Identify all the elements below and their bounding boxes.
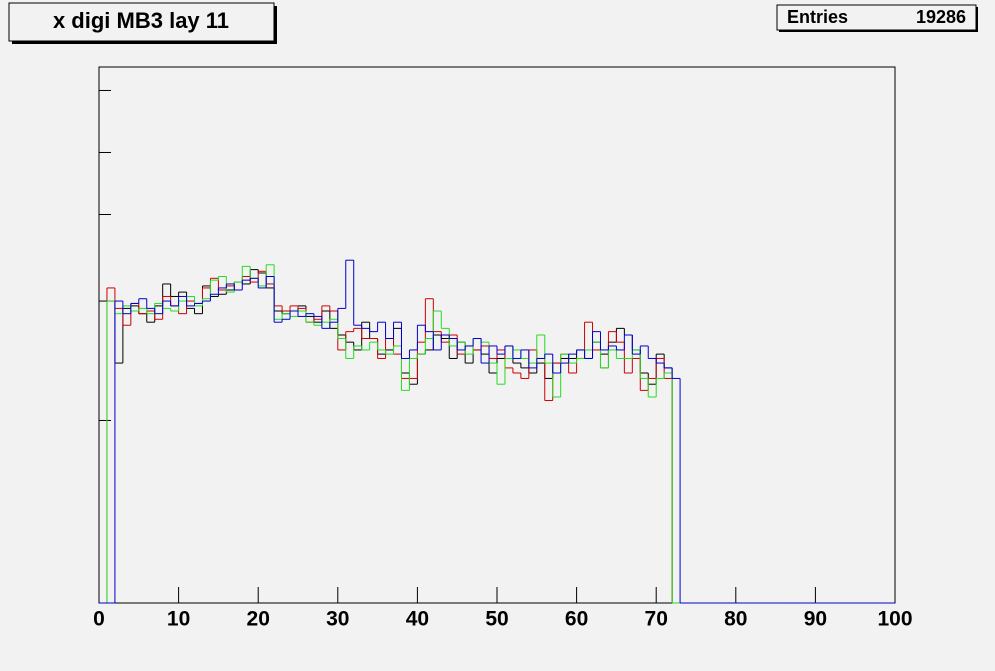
x-tick-label: 70 xyxy=(645,608,668,631)
x-tick-label: 40 xyxy=(406,608,429,631)
x-tick-label: 60 xyxy=(565,608,588,631)
chart-title: x digi MB3 lay 11 xyxy=(53,8,229,33)
stats-label: Entries xyxy=(787,7,848,27)
stats-value: 19286 xyxy=(916,7,966,27)
x-tick-label: 20 xyxy=(247,608,270,631)
x-tick-label: 30 xyxy=(326,608,349,631)
stats-box xyxy=(776,4,977,31)
title-box xyxy=(8,2,275,42)
x-tick-label: 0 xyxy=(93,608,105,631)
x-tick-label: 50 xyxy=(485,608,508,631)
x-tick-label: 10 xyxy=(167,608,190,631)
x-tick-label: 90 xyxy=(804,608,827,631)
plot-frame xyxy=(98,66,896,604)
x-tick-label: 80 xyxy=(724,608,747,631)
x-tick-label: 100 xyxy=(877,608,912,631)
